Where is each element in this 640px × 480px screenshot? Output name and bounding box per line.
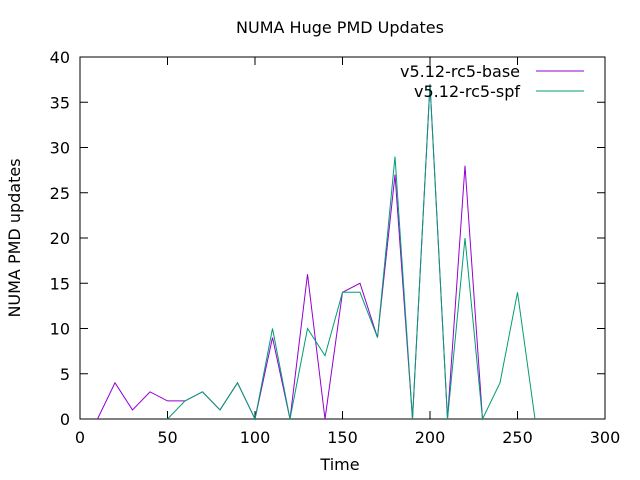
legend-label-2: v5.12-rc5-spf — [414, 82, 520, 101]
y-tick-label: 15 — [50, 274, 70, 293]
chart-title: NUMA Huge PMD Updates — [236, 18, 444, 37]
y-tick-label: 5 — [60, 365, 70, 384]
y-tick-label: 20 — [50, 229, 70, 248]
x-tick-label: 150 — [327, 428, 358, 447]
y-axis-ticks: 0 5 10 15 20 25 30 35 40 — [50, 48, 605, 429]
y-axis-title: NUMA PMD updates — [5, 158, 24, 317]
x-axis-title: Time — [319, 455, 359, 474]
y-tick-label: 35 — [50, 93, 70, 112]
series-line-2 — [167, 84, 536, 421]
x-tick-label: 200 — [415, 428, 446, 447]
y-tick-label: 10 — [50, 320, 70, 339]
plot-border — [79, 56, 606, 420]
x-tick-label: 100 — [240, 428, 271, 447]
y-tick-label: 30 — [50, 139, 70, 158]
legend-label-1: v5.12-rc5-base — [400, 62, 520, 81]
y-tick-label: 25 — [50, 184, 70, 203]
x-axis-ticks: 0 50 100 150 200 250 300 — [75, 57, 620, 447]
x-tick-label: 300 — [590, 428, 621, 447]
x-tick-label: 50 — [157, 428, 177, 447]
y-tick-label: 40 — [50, 48, 70, 67]
series-layer — [97, 84, 536, 421]
x-tick-label: 0 — [75, 428, 85, 447]
series-line-1 — [97, 84, 483, 421]
x-tick-label: 250 — [502, 428, 533, 447]
y-tick-label: 0 — [60, 410, 70, 429]
